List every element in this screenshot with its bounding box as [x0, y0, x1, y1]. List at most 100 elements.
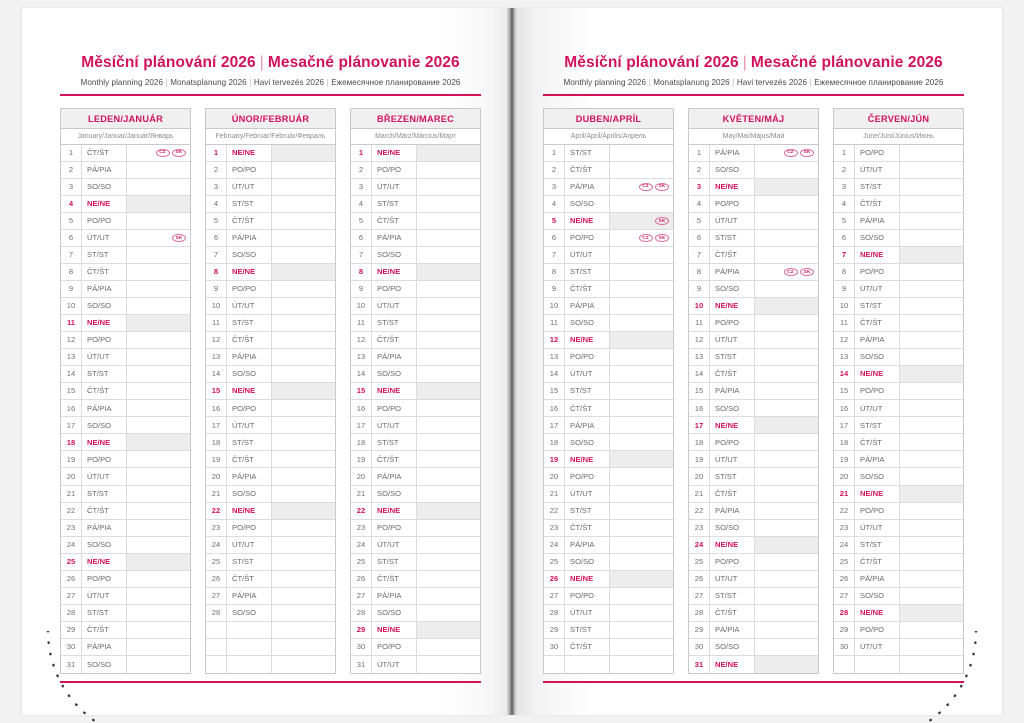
day-note-field[interactable] [272, 332, 335, 348]
day-note-field[interactable] [900, 281, 963, 297]
day-row[interactable]: 18 ČT/ŠT [834, 434, 963, 452]
day-note-field[interactable] [900, 554, 963, 570]
day-row[interactable]: 3 ÚT/UT [206, 178, 335, 196]
day-row[interactable]: 12 PÁ/PIA [834, 332, 963, 350]
day-note-field[interactable] [127, 400, 190, 416]
day-note-field[interactable] [900, 264, 963, 280]
day-row[interactable]: 1 PO/PO [834, 144, 963, 162]
day-note-field[interactable] [755, 520, 818, 536]
day-note-field[interactable] [900, 604, 963, 621]
day-note-field[interactable] [272, 349, 335, 365]
day-note-field[interactable] [127, 451, 190, 467]
day-note-field[interactable] [900, 332, 963, 348]
day-row[interactable]: 9 ÚT/UT [834, 280, 963, 299]
day-row[interactable]: 18 ST/ST [206, 434, 335, 452]
day-row[interactable]: 6 PO/PO CZ SK [544, 229, 673, 247]
day-row[interactable]: 16 PO/PO [206, 400, 335, 418]
day-row[interactable]: 12 NE/NE [544, 332, 673, 350]
day-note-field[interactable] [900, 588, 963, 604]
day-note-field[interactable] [755, 298, 818, 315]
day-row[interactable]: 8 NE/NE [351, 263, 480, 281]
day-row[interactable]: 5 NE/NE SK [544, 212, 673, 230]
day-row[interactable]: 26 ČT/ŠT [206, 570, 335, 588]
day-row[interactable]: 12 ČT/ŠT [351, 332, 480, 350]
day-note-field[interactable] [272, 486, 335, 502]
day-row[interactable]: 15 NE/NE [206, 383, 335, 401]
day-row[interactable]: 28 ST/ST [61, 604, 190, 622]
day-note-field[interactable] [272, 588, 335, 604]
day-row[interactable]: 20 ÚT/UT [61, 468, 190, 486]
day-row[interactable]: 2 PÁ/PIA [61, 161, 190, 179]
day-row[interactable]: 2 PO/PO [351, 161, 480, 179]
day-row[interactable]: 8 PÁ/PIA CZ SK [689, 263, 818, 281]
day-note-field[interactable] [900, 417, 963, 433]
day-note-field[interactable] [127, 605, 190, 621]
day-note-field[interactable] [610, 349, 673, 365]
day-row[interactable]: 14 ČT/ŠT [689, 366, 818, 384]
day-note-field[interactable] [610, 639, 673, 655]
day-row[interactable]: 4 ČT/ŠT [834, 195, 963, 213]
day-note-field[interactable] [127, 571, 190, 587]
day-row[interactable]: 13 SO/SO [834, 349, 963, 367]
day-row[interactable]: 23 PÁ/PIA [61, 519, 190, 537]
day-row[interactable]: 20 PÁ/PIA [351, 468, 480, 486]
day-row[interactable]: 20 PO/PO [544, 468, 673, 486]
day-row[interactable]: 26 ČT/ŠT [351, 570, 480, 588]
day-note-field[interactable] [417, 451, 480, 467]
day-note-field[interactable] [127, 383, 190, 399]
day-note-field[interactable] [272, 196, 335, 212]
day-row[interactable]: 8 ST/ST [544, 263, 673, 281]
day-note-field[interactable] [127, 179, 190, 195]
day-note-field[interactable] [610, 264, 673, 280]
day-row[interactable]: 15 ST/ST [544, 383, 673, 401]
day-row[interactable]: 23 PO/PO [351, 519, 480, 537]
day-note-field[interactable] [417, 144, 480, 161]
day-note-field[interactable] [610, 332, 673, 349]
day-note-field[interactable] [610, 605, 673, 621]
day-note-field[interactable] [127, 264, 190, 280]
day-note-field[interactable] [417, 247, 480, 263]
day-row[interactable]: 7 NE/NE [834, 246, 963, 264]
day-note-field[interactable] [272, 520, 335, 536]
day-row[interactable]: 19 ÚT/UT [689, 451, 818, 469]
day-note-field[interactable] [417, 281, 480, 297]
day-row[interactable]: 24 SO/SO [61, 536, 190, 554]
day-row[interactable]: 24 ST/ST [834, 536, 963, 554]
day-row[interactable]: 15 ČT/ŠT [61, 383, 190, 401]
day-note-field[interactable] [272, 417, 335, 433]
day-note-field[interactable] [417, 417, 480, 433]
day-note-field[interactable] [272, 605, 335, 621]
day-note-field[interactable] [755, 213, 818, 229]
day-note-field[interactable] [755, 639, 818, 655]
day-note-field[interactable] [417, 621, 480, 638]
day-note-field[interactable] [610, 383, 673, 399]
day-row[interactable]: 11 NE/NE [61, 315, 190, 333]
day-row[interactable]: 4 ST/ST [351, 195, 480, 213]
day-row[interactable]: 25 ST/ST [351, 553, 480, 571]
day-row[interactable]: 21 ČT/ŠT [689, 485, 818, 503]
day-note-field[interactable] [900, 503, 963, 519]
day-note-field[interactable] [272, 213, 335, 229]
day-note-field[interactable] [417, 383, 480, 400]
day-note-field[interactable] [755, 281, 818, 297]
day-row[interactable]: 4 NE/NE [61, 195, 190, 213]
day-row[interactable]: 9 PO/PO [351, 280, 480, 299]
day-row[interactable]: 27 PÁ/PIA [351, 587, 480, 605]
day-row[interactable]: 7 ČT/ŠT [689, 246, 818, 264]
day-note-field[interactable] [417, 315, 480, 331]
day-note-field[interactable] [610, 503, 673, 519]
day-row[interactable]: 22 PO/PO [834, 502, 963, 520]
day-note-field[interactable] [417, 486, 480, 502]
day-row[interactable]: 22 ST/ST [544, 502, 673, 520]
day-row[interactable]: 17 ST/ST [834, 417, 963, 435]
day-row[interactable]: 17 NE/NE [689, 417, 818, 435]
day-note-field[interactable] [272, 434, 335, 450]
day-row[interactable]: 6 ST/ST [689, 229, 818, 247]
day-row[interactable]: 21 ST/ST [61, 485, 190, 503]
day-row[interactable]: 15 PÁ/PIA [689, 383, 818, 401]
day-note-field[interactable] [127, 553, 190, 570]
day-row[interactable]: 26 NE/NE [544, 570, 673, 588]
day-note-field[interactable] [900, 298, 963, 314]
day-note-field[interactable] [610, 622, 673, 638]
day-note-field[interactable] [610, 520, 673, 536]
